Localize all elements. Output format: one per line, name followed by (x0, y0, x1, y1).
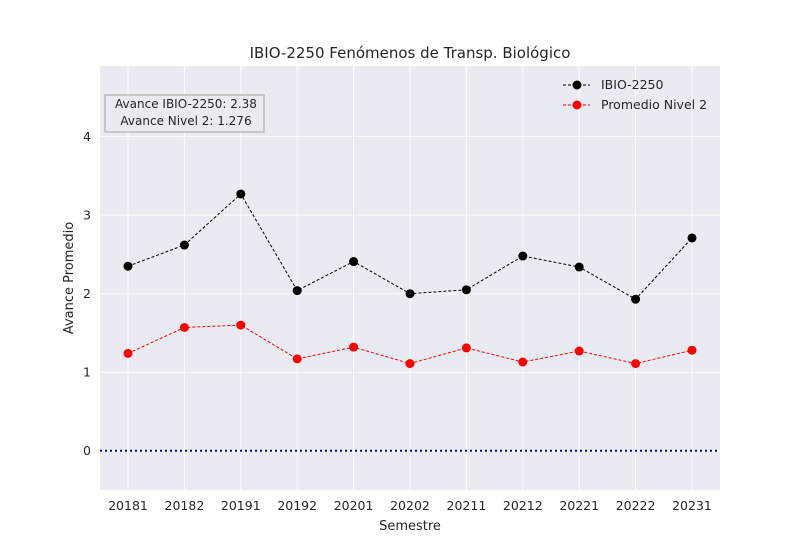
x-tick-label: 20231 (672, 498, 712, 513)
data-point (631, 294, 641, 304)
y-tick-label: 3 (83, 208, 91, 223)
y-tick-label: 1 (83, 365, 91, 380)
data-point (349, 257, 359, 267)
data-point (292, 286, 302, 296)
data-point (236, 189, 246, 199)
x-tick-label: 20191 (221, 498, 261, 513)
data-point (123, 348, 133, 358)
annotation-line-1: Avance IBIO-2250: 2.38 (115, 97, 257, 111)
data-point (236, 320, 246, 330)
x-tick-label: 20221 (559, 498, 599, 513)
y-axis-label: Avance Promedio (62, 222, 77, 334)
series-2 (123, 320, 697, 369)
x-tick-label: 20192 (277, 498, 317, 513)
data-point (574, 346, 584, 356)
data-point (349, 342, 359, 352)
y-tick-label: 2 (83, 286, 91, 301)
data-point (631, 359, 641, 369)
data-point (461, 343, 471, 353)
legend-marker-nivel2 (572, 100, 582, 110)
x-tick-label: 20202 (390, 498, 430, 513)
legend-marker-ibio (572, 80, 582, 90)
series-layer (123, 189, 697, 369)
data-point (518, 251, 528, 261)
y-tick-label: 0 (83, 443, 91, 458)
data-point (405, 289, 415, 299)
data-point (518, 357, 528, 367)
data-point (574, 262, 584, 272)
legend-entry-ibio: IBIO-2250 (563, 77, 664, 92)
legend: IBIO-2250 Promedio Nivel 2 (563, 77, 707, 112)
data-point (123, 261, 133, 271)
x-axis-label: Semestre (379, 519, 441, 534)
legend-label-nivel2: Promedio Nivel 2 (601, 97, 707, 112)
x-tick-label: 20211 (447, 498, 487, 513)
data-point (179, 322, 189, 332)
series-1 (123, 189, 697, 304)
y-tick-label: 4 (83, 129, 91, 144)
legend-entry-nivel2: Promedio Nivel 2 (563, 97, 707, 112)
annotation-line-2: Avance Nivel 2: 1.276 (120, 114, 251, 128)
x-tick-label: 20212 (503, 498, 543, 513)
data-point (179, 240, 189, 250)
data-point (687, 233, 697, 243)
legend-label-ibio: IBIO-2250 (601, 77, 664, 92)
data-point (461, 285, 471, 295)
data-point (292, 354, 302, 364)
x-tick-label: 20182 (165, 498, 205, 513)
x-tick-label: 20201 (334, 498, 374, 513)
x-tick-label: 20222 (616, 498, 656, 513)
x-tick-label: 20181 (108, 498, 148, 513)
chart-title: IBIO-2250 Fenómenos de Transp. Biológico (250, 44, 571, 62)
y-tick-labels: 0 1 2 3 4 (83, 129, 91, 458)
annotation-box: Avance IBIO-2250: 2.38 Avance Nivel 2: 1… (104, 94, 265, 133)
data-point (687, 345, 697, 355)
x-tick-labels: 20181 20182 20191 20192 20201 20202 20211 20212… (108, 498, 712, 513)
data-point (405, 359, 415, 369)
